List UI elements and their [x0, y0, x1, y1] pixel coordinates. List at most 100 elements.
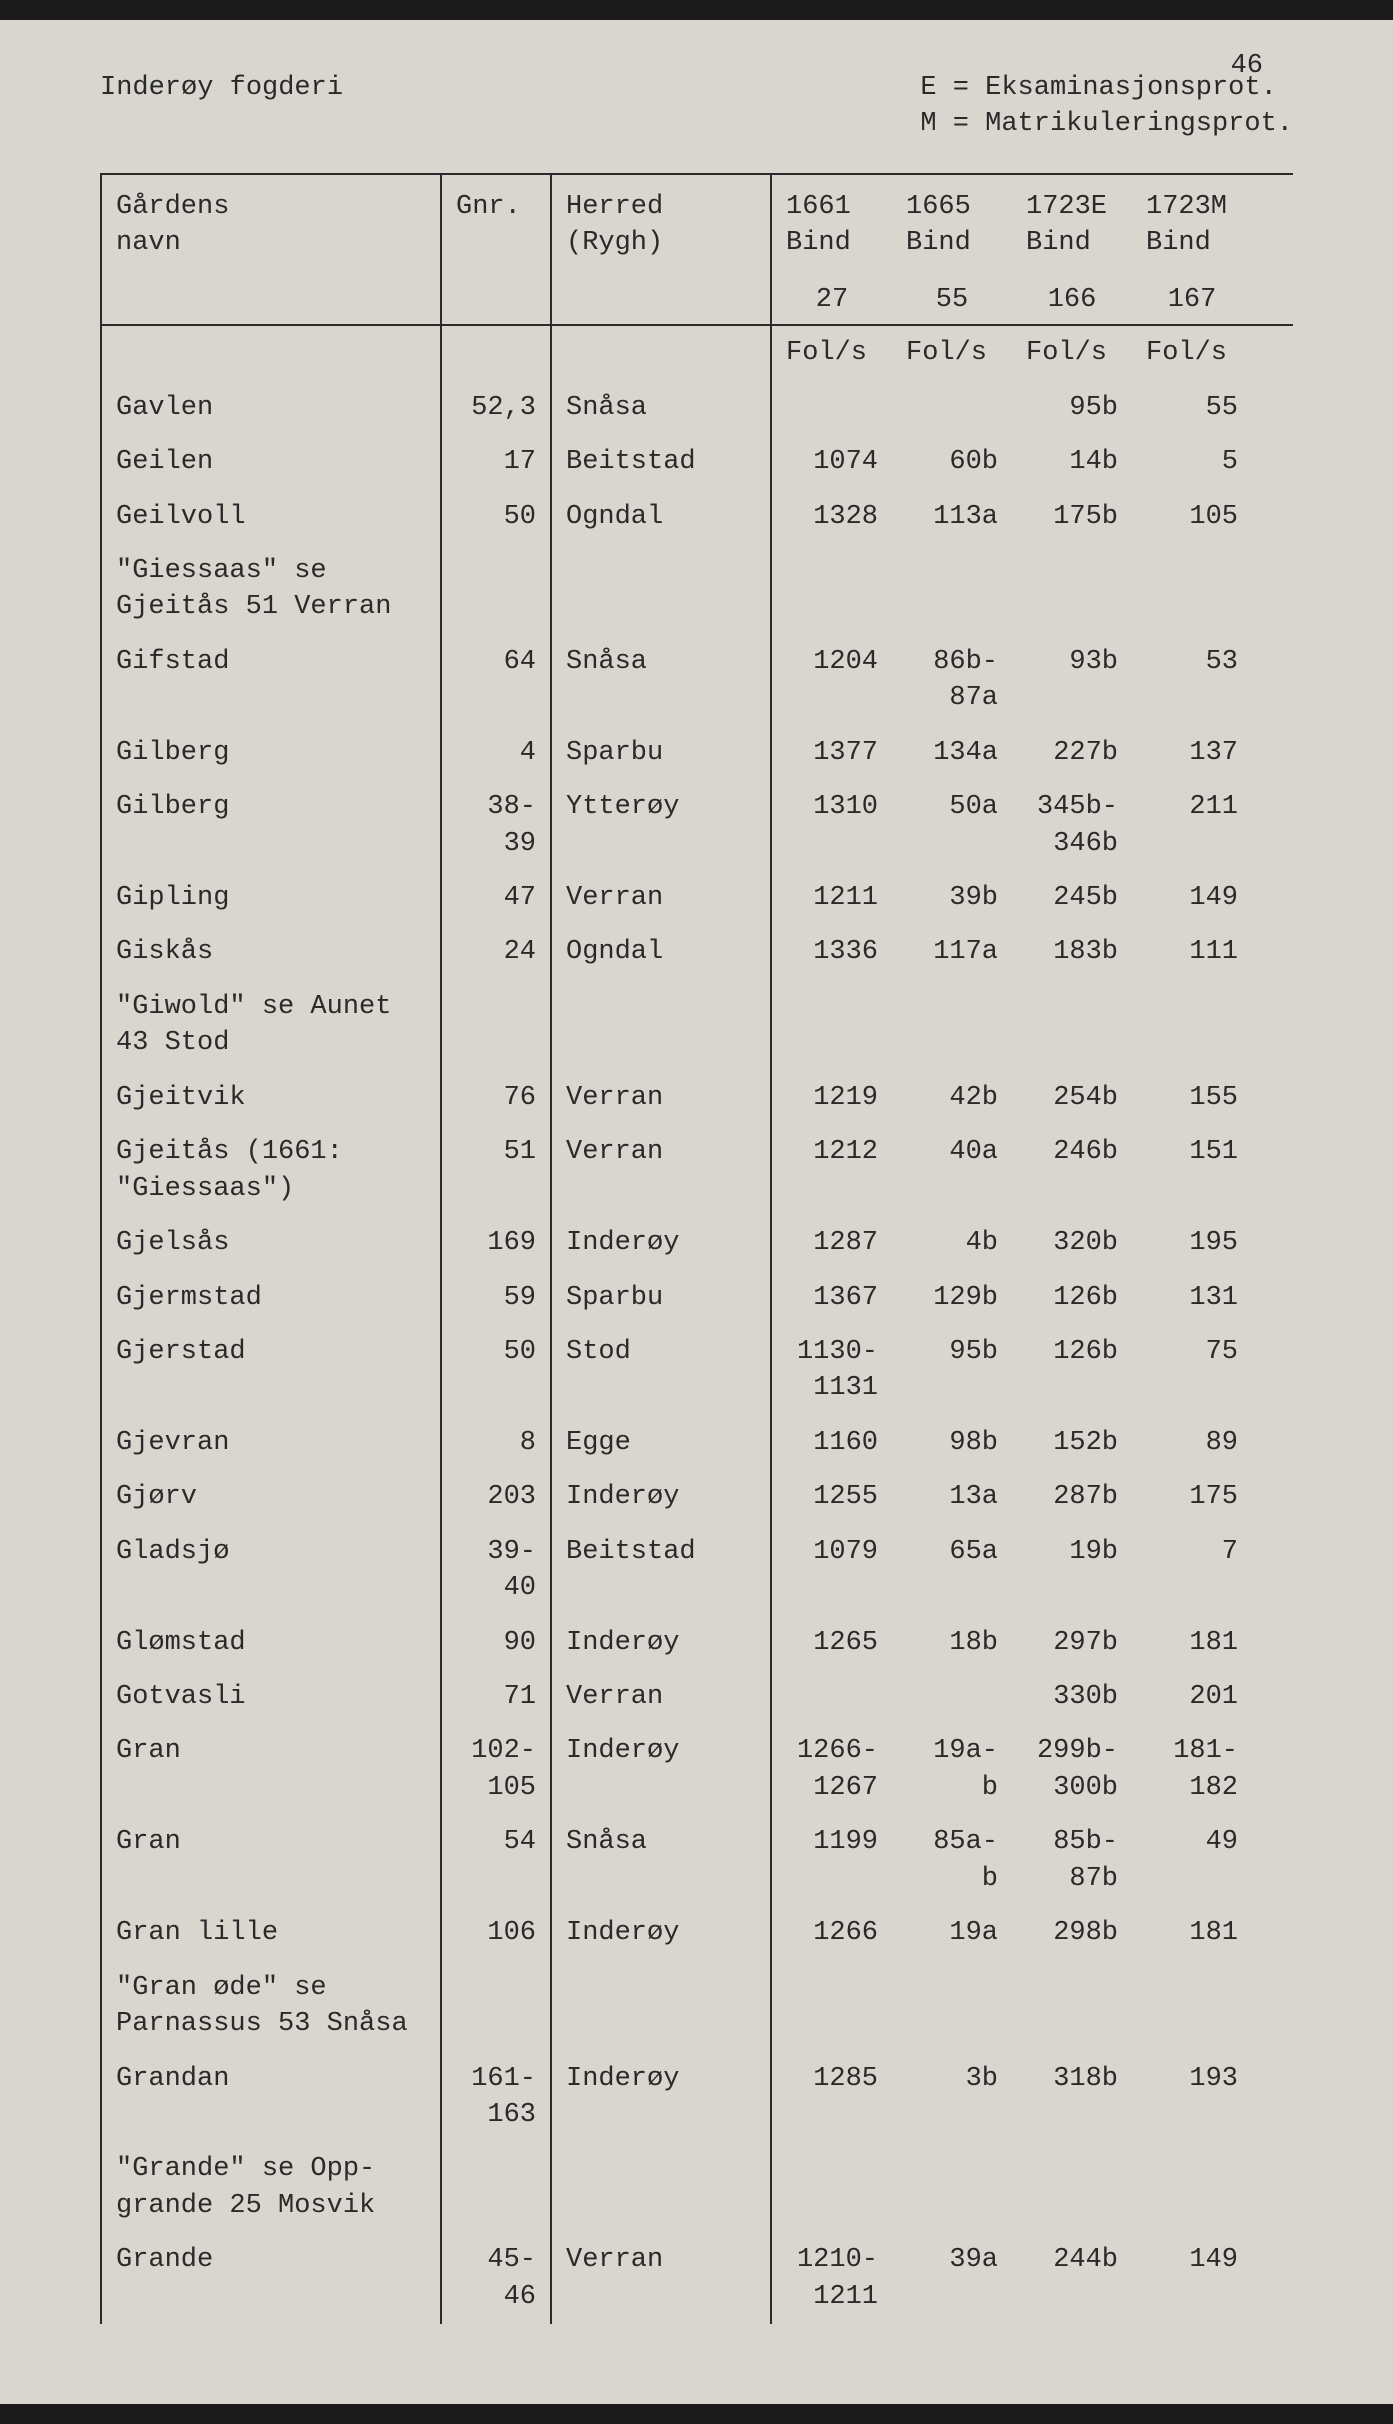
- cell-name: Gran lille: [102, 1906, 442, 1960]
- cell-name: Gjevran: [102, 1416, 442, 1470]
- cell-1723m: 111: [1132, 925, 1252, 979]
- cell-gnr: 52,3: [442, 381, 552, 435]
- cell-gnr: 51: [442, 1125, 552, 1216]
- cell-1661: 1199: [772, 1815, 892, 1906]
- cell-1723m: 181: [1132, 1616, 1252, 1670]
- cell-herred: [552, 544, 772, 635]
- table-row: Geilen17Beitstad107460b14b5: [102, 435, 1293, 489]
- cell-name: Gjelsås: [102, 1216, 442, 1270]
- col-head-1723m: 1723M Bind: [1132, 175, 1252, 268]
- rows-container: Gavlen52,3Snåsa95b55Geilen17Beitstad1074…: [102, 381, 1293, 2325]
- cell-1723m: 211: [1132, 780, 1252, 871]
- cell-name: "Giessaas" se Gjeitås 51 Verran: [102, 544, 442, 635]
- cell-gnr: 169: [442, 1216, 552, 1270]
- cell-name: Gifstad: [102, 635, 442, 726]
- cell-1723e: [1012, 544, 1132, 635]
- header-row-1: Gårdens navn Gnr. Herred (Rygh) 1661 Bin…: [102, 175, 1293, 268]
- fols-label-3: Fol/s: [1012, 326, 1132, 380]
- table-body: Fol/s Fol/s Fol/s Fol/s Gavlen52,3Snåsa9…: [102, 326, 1293, 2324]
- cell-1661: 1287: [772, 1216, 892, 1270]
- cell-1723m: 155: [1132, 1071, 1252, 1125]
- cell-1665: [892, 544, 1012, 635]
- cell-herred: Verran: [552, 871, 772, 925]
- cell-1723e: 175b: [1012, 490, 1132, 544]
- cell-gnr: 47: [442, 871, 552, 925]
- table-row: "Grande" se Opp- grande 25 Mosvik: [102, 2142, 1293, 2233]
- table-row: Gran lille106Inderøy126619a298b181: [102, 1906, 1293, 1960]
- cell-1723e: 345b- 346b: [1012, 780, 1132, 871]
- cell-1723e: 318b: [1012, 2052, 1132, 2143]
- cell-herred: Sparbu: [552, 726, 772, 780]
- cell-1665: 39a: [892, 2233, 1012, 2324]
- cell-1723m: 195: [1132, 1216, 1252, 1270]
- cell-1661: 1265: [772, 1616, 892, 1670]
- table-row: Gifstad64Snåsa120486b- 87a93b53: [102, 635, 1293, 726]
- table-row: Gran54Snåsa119985a- b85b- 87b49: [102, 1815, 1293, 1906]
- cell-1723e: 14b: [1012, 435, 1132, 489]
- cell-1665: 117a: [892, 925, 1012, 979]
- cell-1665: [892, 381, 1012, 435]
- table-row: Gotvasli71Verran330b201: [102, 1670, 1293, 1724]
- cell-1665: [892, 1670, 1012, 1724]
- fols-label-4: Fol/s: [1132, 326, 1252, 380]
- cell-herred: Ogndal: [552, 490, 772, 544]
- cell-1661: 1219: [772, 1071, 892, 1125]
- cell-herred: Snåsa: [552, 635, 772, 726]
- cell-1661: 1210- 1211: [772, 2233, 892, 2324]
- cell-1665: [892, 1961, 1012, 2052]
- cell-herred: Inderøy: [552, 1906, 772, 1960]
- cell-1723m: 181: [1132, 1906, 1252, 1960]
- col-head-1661: 1661 Bind: [772, 175, 892, 268]
- cell-gnr: 24: [442, 925, 552, 979]
- cell-1665: 60b: [892, 435, 1012, 489]
- col-head-name: Gårdens navn: [102, 175, 442, 268]
- cell-1723m: 149: [1132, 2233, 1252, 2324]
- table-row: Geilvoll50Ogndal1328113a175b105: [102, 490, 1293, 544]
- cell-1723m: 89: [1132, 1416, 1252, 1470]
- cell-1723e: [1012, 980, 1132, 1071]
- cell-1665: 18b: [892, 1616, 1012, 1670]
- cell-1723m: 5: [1132, 435, 1252, 489]
- table-row: Gladsjø39- 40Beitstad107965a19b7: [102, 1525, 1293, 1616]
- fols-label-1: Fol/s: [772, 326, 892, 380]
- cell-1723e: 246b: [1012, 1125, 1132, 1216]
- cell-name: Geilvoll: [102, 490, 442, 544]
- cell-gnr: 8: [442, 1416, 552, 1470]
- cell-1723e: 227b: [1012, 726, 1132, 780]
- cell-herred: Beitstad: [552, 1525, 772, 1616]
- cell-1723e: 254b: [1012, 1071, 1132, 1125]
- cell-1661: 1160: [772, 1416, 892, 1470]
- cell-gnr: 59: [442, 1271, 552, 1325]
- cell-name: Giskås: [102, 925, 442, 979]
- table-row: Gjermstad59Sparbu1367129b126b131: [102, 1271, 1293, 1325]
- cell-1665: 85a- b: [892, 1815, 1012, 1906]
- cell-herred: Egge: [552, 1416, 772, 1470]
- cell-1723m: 137: [1132, 726, 1252, 780]
- cell-1665: 39b: [892, 871, 1012, 925]
- cell-name: "Gran øde" se Parnassus 53 Snåsa: [102, 1961, 442, 2052]
- cell-herred: Inderøy: [552, 1216, 772, 1270]
- cell-name: Gran: [102, 1815, 442, 1906]
- cell-1723e: 126b: [1012, 1325, 1132, 1416]
- cell-1661: 1204: [772, 635, 892, 726]
- cell-1661: 1377: [772, 726, 892, 780]
- cell-1661: [772, 1961, 892, 2052]
- cell-1661: 1212: [772, 1125, 892, 1216]
- cell-herred: Inderøy: [552, 1724, 772, 1815]
- cell-1665: 129b: [892, 1271, 1012, 1325]
- cell-1723m: 201: [1132, 1670, 1252, 1724]
- cell-gnr: 64: [442, 635, 552, 726]
- cell-gnr: 50: [442, 490, 552, 544]
- cell-gnr: 45- 46: [442, 2233, 552, 2324]
- cell-1665: 42b: [892, 1071, 1012, 1125]
- cell-1723m: 193: [1132, 2052, 1252, 2143]
- cell-1723e: 320b: [1012, 1216, 1132, 1270]
- col-head-1723e: 1723E Bind: [1012, 175, 1132, 268]
- cell-herred: [552, 2142, 772, 2233]
- table-row: Gilberg38- 39Ytterøy131050a345b- 346b211: [102, 780, 1293, 871]
- cell-name: Geilen: [102, 435, 442, 489]
- fols-header-row: Fol/s Fol/s Fol/s Fol/s: [102, 326, 1293, 380]
- cell-1723e: 287b: [1012, 1470, 1132, 1524]
- cell-1665: 4b: [892, 1216, 1012, 1270]
- cell-herred: Stod: [552, 1325, 772, 1416]
